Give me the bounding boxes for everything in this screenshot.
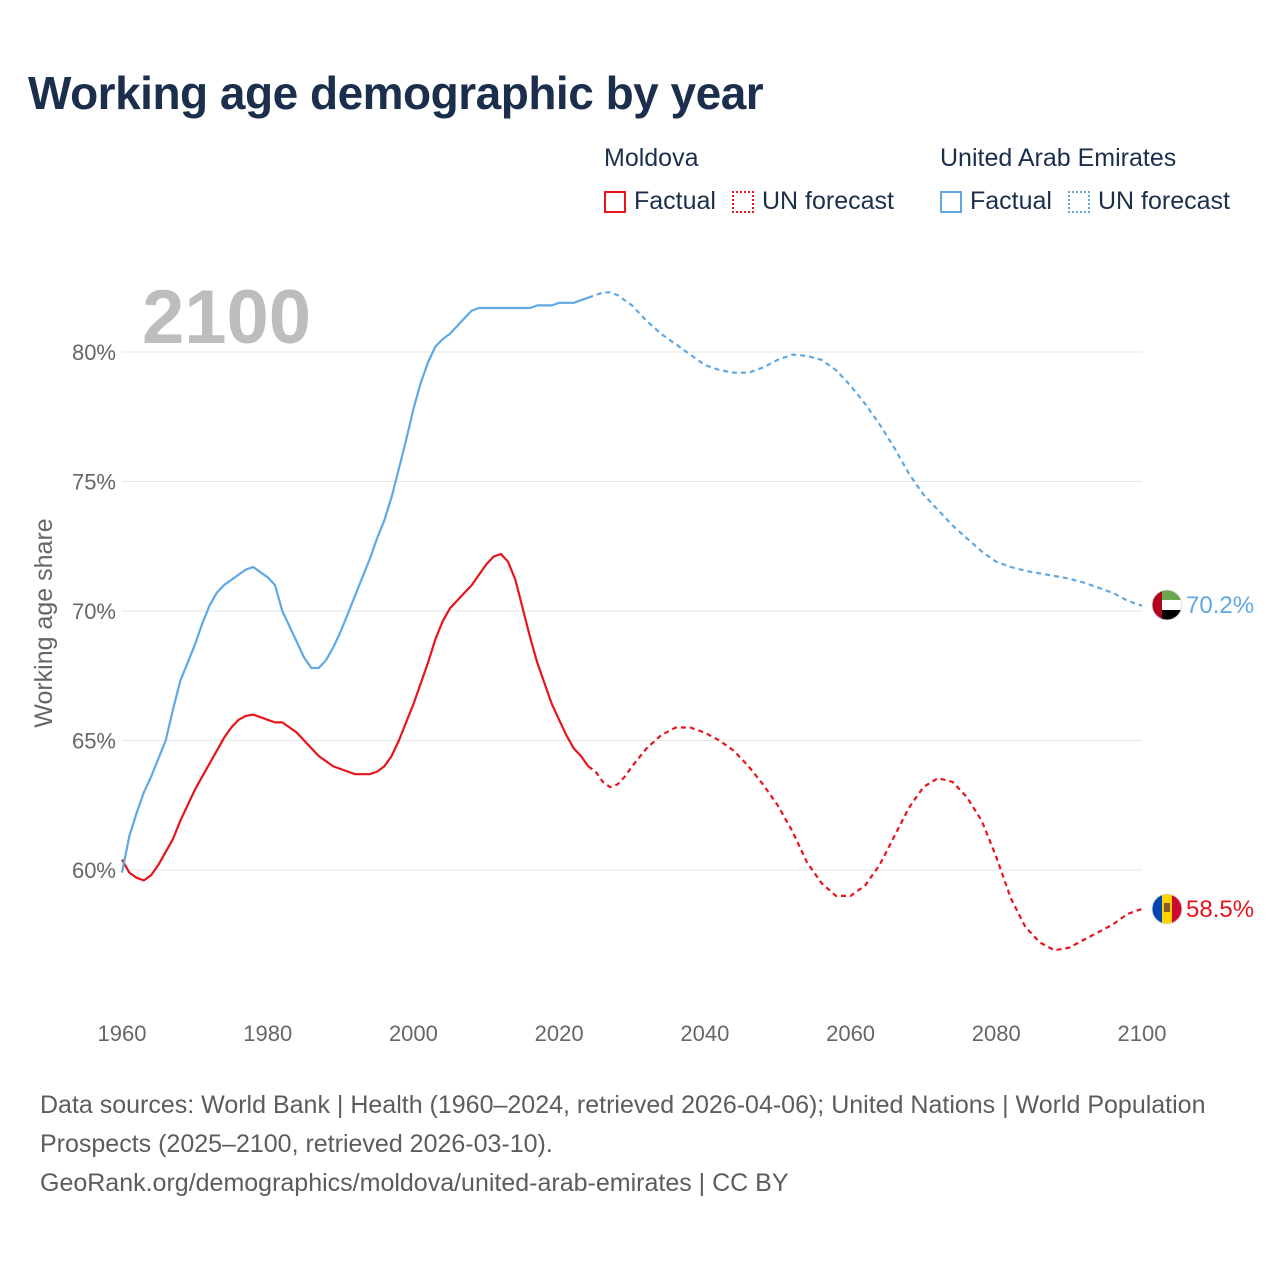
legend-swatch-solid	[604, 190, 626, 213]
legend-moldova-factual[interactable]: Factual	[604, 187, 716, 216]
uae-forecast-line	[587, 291, 1143, 607]
legend-uae-forecast[interactable]: UN forecast	[1067, 187, 1230, 216]
legend-swatch-solid	[940, 190, 962, 213]
legend-swatch-dotted	[731, 190, 754, 213]
legend-country-uae: United Arab Emirates	[940, 144, 1177, 172]
line-chart: 2100 60% 65% 70% 75% 80% 1960 1980 2000 2020 204…	[30, 275, 1254, 1046]
y-tick-label: 65%	[72, 729, 116, 754]
legend-uae-factual[interactable]: Factual	[940, 187, 1052, 216]
x-tick-label: 1980	[243, 1021, 292, 1046]
legend-label: UN forecast	[1097, 187, 1230, 215]
legend-moldova: Moldova Factual UN forecast	[604, 144, 910, 216]
legend-country-moldova: Moldova	[604, 144, 699, 172]
y-tick-label: 70%	[72, 599, 116, 624]
y-axis-ticks: 60% 65% 70% 75% 80%	[72, 340, 116, 883]
source-url[interactable]: GeoRank.org/demographics/moldova/united-…	[40, 1169, 789, 1197]
y-axis-label: Working age share	[30, 518, 58, 727]
legend-swatch-dotted	[1067, 190, 1090, 213]
legend-label: Factual	[970, 187, 1052, 215]
moldova-flag-icon	[1151, 893, 1183, 925]
data-sources: Data sources: World Bank | Health (1960–…	[40, 1091, 1206, 1158]
y-tick-label: 60%	[72, 858, 116, 883]
legend-uae: United Arab Emirates Factual UN forecast	[940, 144, 1246, 216]
x-tick-label: 2100	[1118, 1021, 1167, 1046]
year-watermark: 2100	[142, 275, 311, 360]
legend-label: UN forecast	[761, 187, 894, 215]
chart-title: Working age demographic by year	[28, 67, 764, 119]
x-tick-label: 2060	[826, 1021, 875, 1046]
x-tick-label: 2020	[535, 1021, 584, 1046]
x-tick-label: 2080	[972, 1021, 1021, 1046]
chart-footer: Data sources: World Bank | Health (1960–…	[40, 1086, 1220, 1203]
moldova-factual-line	[121, 552, 590, 882]
x-axis-ticks: 1960 1980 2000 2020 2040 2060 2080 2100	[98, 1021, 1167, 1046]
uae-factual-line	[120, 296, 589, 873]
moldova-forecast-line	[587, 726, 1143, 952]
gridlines	[122, 351, 1142, 871]
legend-moldova-forecast[interactable]: UN forecast	[731, 187, 894, 216]
y-tick-label: 75%	[72, 470, 116, 495]
y-tick-label: 80%	[72, 340, 116, 365]
uae-flag-icon	[1151, 589, 1183, 621]
uae-end-label: 70.2%	[1186, 592, 1254, 619]
x-tick-label: 1960	[98, 1021, 147, 1046]
legend-label: Factual	[634, 187, 716, 215]
series-lines	[120, 291, 1143, 952]
x-tick-label: 2000	[389, 1021, 438, 1046]
x-tick-label: 2040	[680, 1021, 729, 1046]
moldova-end-label: 58.5%	[1186, 896, 1254, 923]
